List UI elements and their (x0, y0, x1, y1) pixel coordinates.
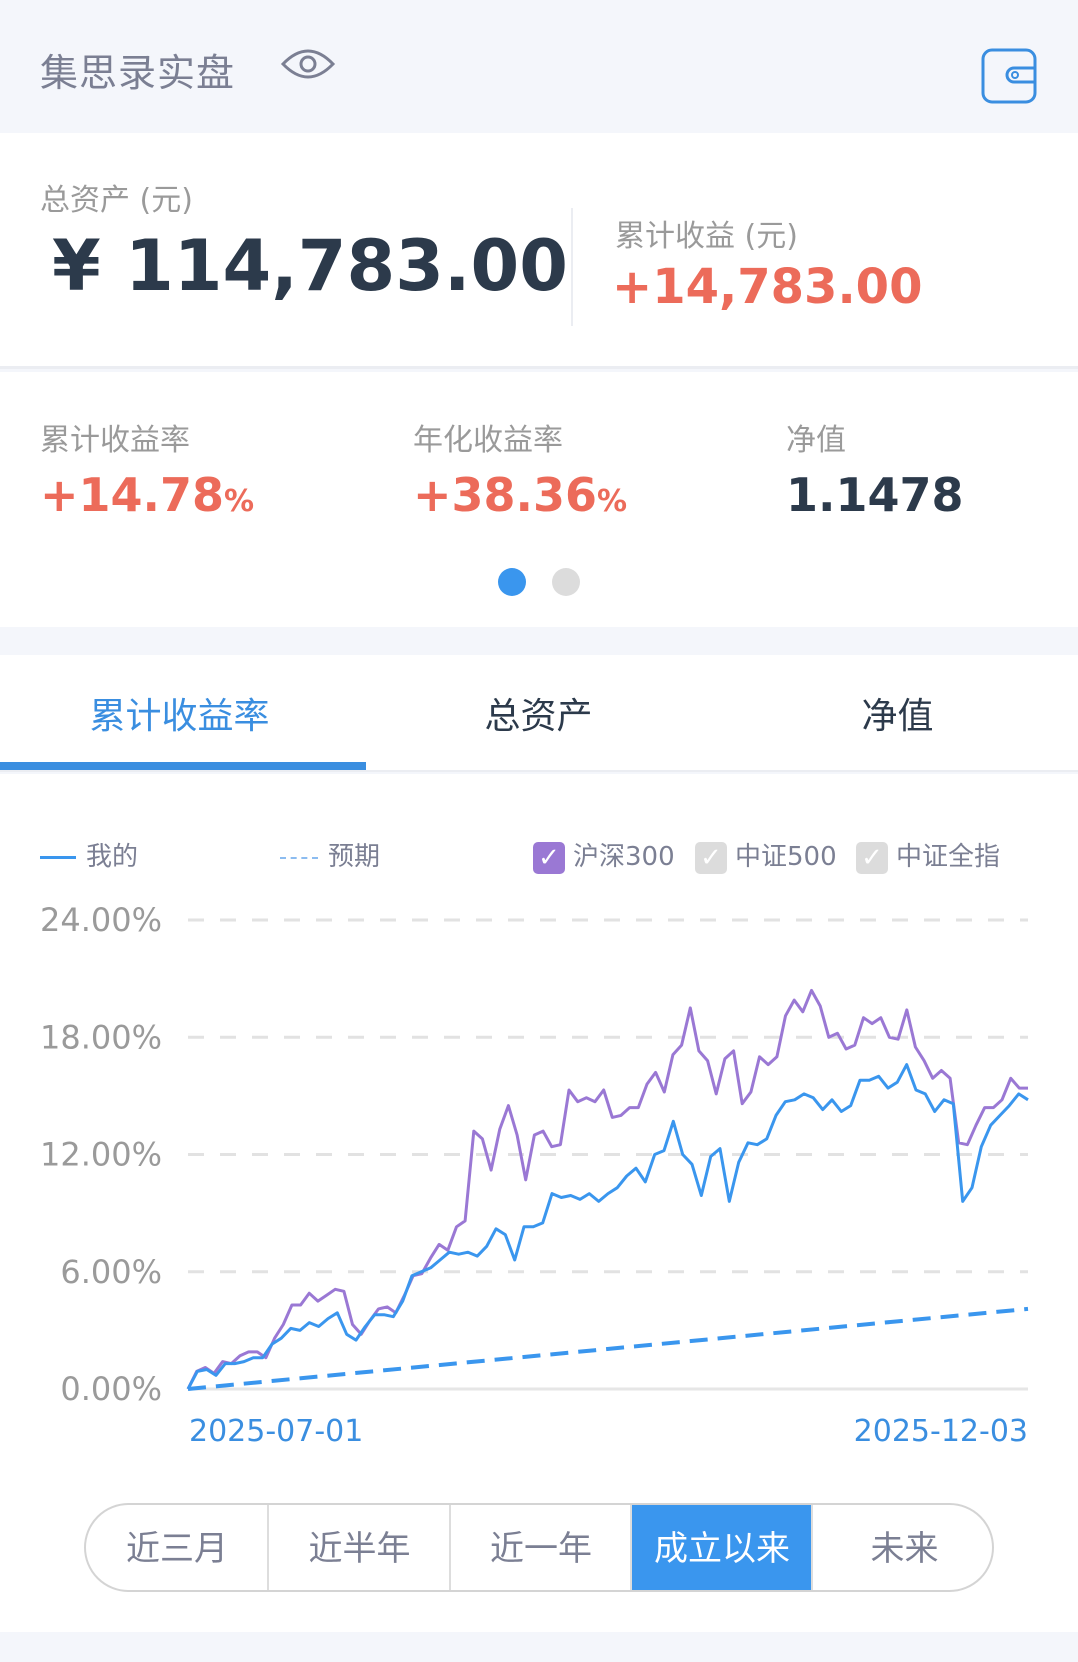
header: 集思录实盘 (0, 0, 1078, 133)
metrics-panel: 累计收益率 +14.78% 年化收益率 +38.36% 净值 1.1478 (0, 372, 1078, 627)
y-tick-label: 12.00% (40, 1136, 162, 1174)
range-6m[interactable]: 近半年 (267, 1505, 450, 1590)
metric-label: 年化收益率 (413, 423, 563, 458)
metric-label: 净值 (786, 423, 846, 458)
eye-icon[interactable] (280, 44, 336, 84)
solid-line-icon (40, 856, 76, 859)
cum-profit-label: 累计收益 (元) (615, 219, 798, 254)
nav-value: 1.1478 (786, 468, 964, 522)
range-since-inception[interactable]: 成立以来 (630, 1505, 812, 1590)
total-assets-value: ¥ 114,783.00 (52, 225, 568, 307)
y-tick-label: 6.00% (60, 1253, 162, 1291)
x-label-end: 2025-12-03 (853, 1414, 1028, 1449)
range-1y[interactable]: 近一年 (449, 1505, 631, 1590)
unit: % (597, 484, 628, 519)
asset-summary: 总资产 (元) ¥ 114,783.00 累计收益 (元) +14,783.00 (0, 133, 1078, 369)
checkbox-csi300[interactable]: ✓ 沪深300 (533, 836, 675, 874)
legend-label: 中证全指 (896, 842, 1001, 872)
total-assets-label: 总资产 (元) (40, 183, 193, 218)
legend-mine[interactable]: 我的 (40, 836, 138, 873)
legend-label: 中证500 (735, 842, 837, 872)
divider (571, 208, 573, 326)
checkbox-csi500[interactable]: ✓ 中证500 (695, 836, 837, 874)
range-future[interactable]: 未来 (811, 1505, 992, 1590)
pager-dot[interactable] (552, 568, 580, 596)
legend-expected[interactable]: 预期 (280, 836, 380, 873)
legend-label: 沪深300 (573, 842, 675, 872)
metric-label: 累计收益率 (40, 423, 190, 458)
series-line-预期 (187, 1306, 1029, 1391)
checkbox-unchecked-icon: ✓ (695, 841, 727, 874)
y-tick-label: 24.00% (40, 901, 162, 939)
checkbox-csi-all[interactable]: ✓ 中证全指 (856, 836, 1000, 874)
tab-nav[interactable]: 净值 (861, 696, 934, 737)
series-line-沪深300 (186, 988, 1028, 1390)
x-label-start: 2025-07-01 (189, 1414, 364, 1449)
checkbox-checked-icon: ✓ (533, 841, 565, 874)
metric-value: +14.78% (40, 468, 254, 522)
legend-label: 我的 (86, 842, 139, 872)
legend-label: 预期 (328, 842, 381, 872)
return-chart: 0.00% 6.00% 12.00% 18.00% 24.00% (40, 901, 1029, 1408)
y-tick-label: 18.00% (40, 1018, 162, 1056)
range-selector: 近三月 近半年 近一年 成立以来 未来 (84, 1503, 994, 1592)
pager-dot-active[interactable] (498, 568, 526, 596)
series-line-我的 (186, 1063, 1029, 1390)
tab-indicator (0, 762, 366, 770)
y-tick-label: 0.00% (60, 1370, 162, 1408)
page-title: 集思录实盘 (40, 51, 236, 95)
tab-total-assets[interactable]: 总资产 (484, 696, 593, 737)
chart-tabs: 累计收益率 总资产 净值 (0, 655, 1078, 772)
cum-return-value: +14.78 (40, 468, 225, 522)
dashed-line-icon (280, 856, 318, 859)
tab-cum-return[interactable]: 累计收益率 (89, 696, 270, 737)
metric-value: +38.36% (413, 468, 627, 522)
unit: % (224, 484, 255, 519)
annual-return-value: +38.36 (413, 468, 598, 522)
chart-panel: 我的 预期 ✓ 沪深300 ✓ 中证500 ✓ 中证全指 0.00% 6.00% 12.0… (0, 774, 1078, 1632)
range-3m[interactable]: 近三月 (126, 1529, 228, 1569)
cum-profit-value: +14,783.00 (612, 259, 923, 315)
checkbox-unchecked-icon: ✓ (856, 841, 888, 874)
wallet-icon[interactable] (980, 47, 1038, 105)
